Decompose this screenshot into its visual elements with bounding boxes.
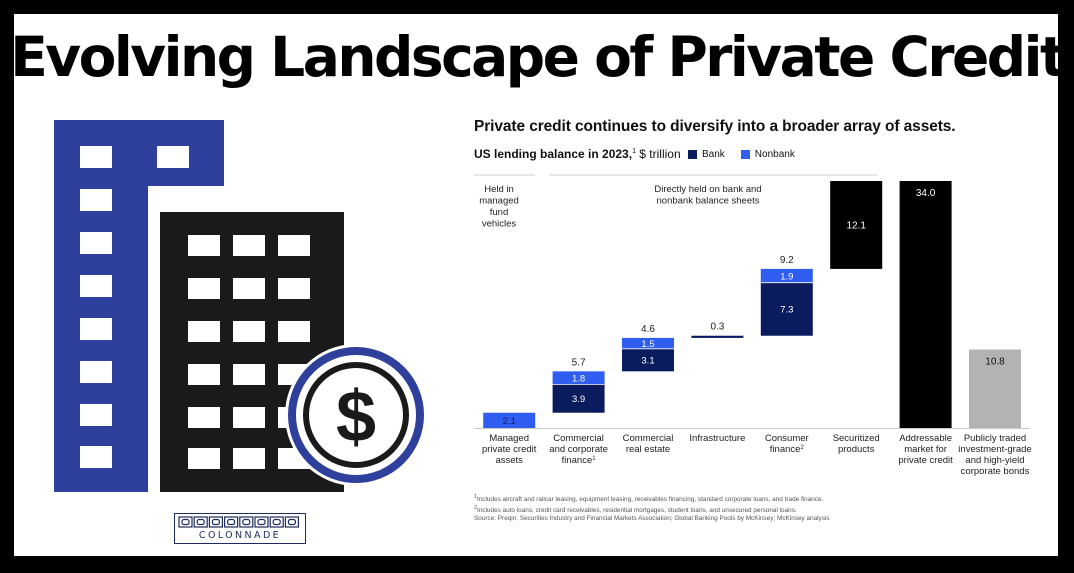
- category-label-5: Securitized products: [833, 433, 880, 455]
- group-label-fund: Held in managed fund vehicles: [479, 184, 519, 230]
- bar-bank-label-4: 7.3: [780, 305, 793, 316]
- subtitle-sup: 1: [632, 148, 636, 155]
- group-label-balance: Directly held on bank and nonbank balance…: [654, 184, 761, 207]
- chart-footnotes: 1Includes aircraft and railcar leasing, …: [474, 493, 830, 523]
- bar-bank-4: [760, 282, 813, 336]
- legend-label-bank: Bank: [702, 149, 725, 160]
- bar-bank-1: [552, 384, 605, 413]
- bar-bank-label-1: 3.9: [572, 394, 585, 405]
- legend-swatch-nonbank: [740, 150, 750, 159]
- category-label-0: Managed private credit assets: [482, 433, 537, 466]
- bar-value-label-6: 34.0: [916, 188, 936, 199]
- legend-label-nonbank: Nonbank: [754, 149, 795, 160]
- bar-nonbank-label-2: 1.5: [641, 339, 654, 350]
- legend-item-nonbank: Nonbank: [740, 149, 795, 160]
- bar-value-label-5: 12.1: [846, 220, 866, 231]
- category-label-2: Commercial real estate: [623, 433, 674, 455]
- footnote-2: 2Includes auto loans, credit card receiv…: [474, 505, 797, 515]
- page-title: Evolving Landscape of Private Credit: [10, 25, 1066, 89]
- bar-total-label-4: 9.2: [780, 255, 794, 266]
- building-blue-icon: [54, 120, 224, 492]
- legend-item-bank: Bank: [688, 149, 725, 160]
- bar-total-label-3: 0.3: [710, 322, 724, 333]
- brand-logo: COLONNADE: [174, 513, 306, 544]
- bar-value-label-7: 10.8: [985, 357, 1005, 368]
- category-label-1: Commercial and corporate finance1: [549, 433, 608, 466]
- chart-source: Source: Preqin; Securities Industry and …: [474, 515, 830, 523]
- bar-total-label-1: 5.7: [572, 357, 586, 368]
- subtitle-unit: $ trillion: [635, 147, 681, 161]
- chart-legend: Bank Nonbank: [688, 149, 795, 160]
- category-label-7: Publicly traded investment-grade and high-…: [958, 433, 1031, 477]
- bar-nonbank-1: [552, 371, 605, 385]
- bar-bank-label-2: 3.1: [641, 356, 654, 367]
- dollar-coin-icon: $: [285, 344, 427, 486]
- footnote-1: 1Includes aircraft and railcar leasing, …: [474, 494, 824, 504]
- bar-bank-3: [691, 335, 744, 338]
- bar-total-black-6: [899, 181, 952, 428]
- subtitle-bold: US lending balance in 2023,: [474, 147, 633, 161]
- bar-bank-2: [622, 348, 674, 372]
- category-label-3: Infrastructure: [689, 433, 745, 444]
- legend-swatch-bank: [688, 150, 697, 159]
- bar-nonbank-label-1: 1.8: [572, 373, 585, 384]
- brand-name: COLONNADE: [198, 530, 282, 541]
- bar-nonbank-2: [622, 337, 674, 349]
- chart-subtitle: US lending balance in 2023,1 $ trillion: [474, 147, 681, 161]
- logo-columns-icon: [178, 516, 300, 528]
- category-label-6: Addressable market for private credit: [898, 433, 953, 466]
- illustration: $: [54, 120, 427, 492]
- bar-float-black-5: [830, 181, 883, 269]
- svg-text:$: $: [336, 377, 376, 457]
- bar-nonbank-label-4: 1.9: [780, 271, 793, 282]
- bar-nonbank-0: [483, 412, 536, 428]
- bar-nonbank-4: [760, 268, 813, 283]
- bar-total-label-2: 4.6: [641, 324, 655, 335]
- category-label-4: Consumer finance2: [765, 433, 809, 455]
- chart-title: Private credit continues to diversify in…: [474, 118, 956, 135]
- bar-total-gray-7: [969, 349, 1021, 428]
- bar-nonbank-label-0: 2.1: [503, 416, 516, 427]
